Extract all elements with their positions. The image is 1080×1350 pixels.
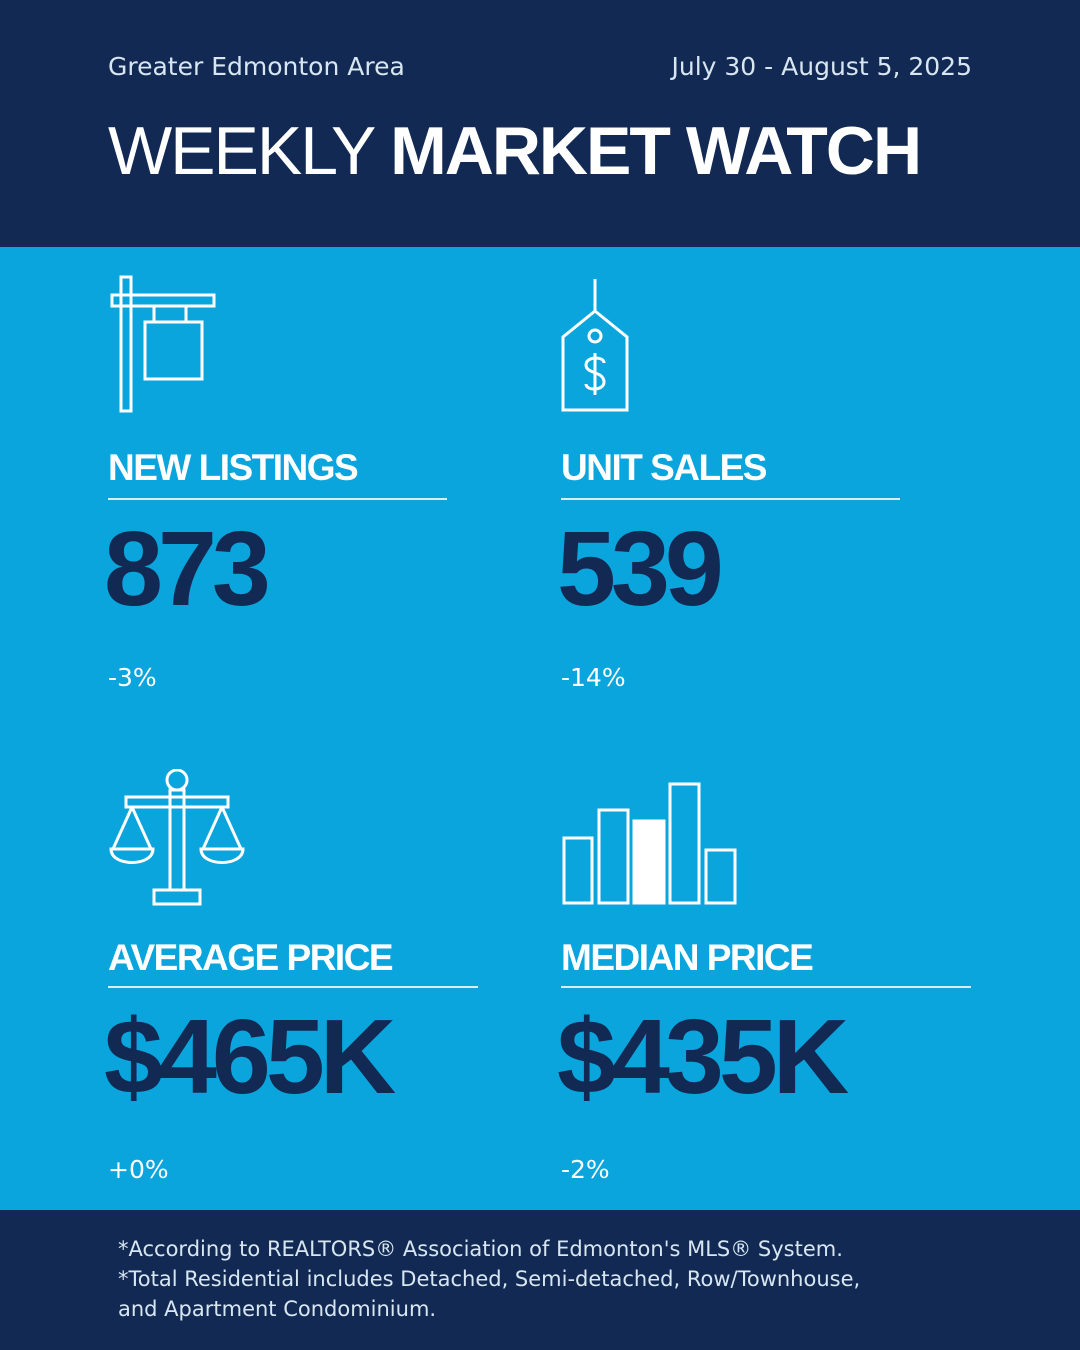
median-price-label: MEDIAN PRICE — [561, 937, 814, 978]
median-price-value: $435K — [557, 998, 849, 1116]
header-banner: Greater Edmonton Area July 30 - August 5… — [0, 0, 1080, 247]
for-sale-sign-icon — [110, 275, 216, 413]
stats-panel: NEW LISTINGS 873 -3% UNIT SALES 539 -14% — [0, 247, 1080, 1210]
scales-icon — [109, 769, 245, 906]
unit-sales-value: 539 — [557, 510, 724, 628]
footnote-source: *According to REALTORS® Association of E… — [118, 1237, 843, 1261]
average-price-change: +0% — [108, 1155, 169, 1184]
region-label: Greater Edmonton Area — [108, 52, 405, 81]
title-bold: MARKET WATCH — [390, 113, 922, 189]
page-title: WEEKLY MARKET WATCH — [108, 112, 922, 190]
footnote-definition: *Total Residential includes Detached, Se… — [118, 1267, 861, 1291]
divider — [108, 498, 447, 500]
average-price-label: AVERAGE PRICE — [108, 937, 394, 978]
new-listings-value: 873 — [104, 510, 271, 628]
unit-sales-label: UNIT SALES — [561, 447, 767, 488]
divider — [561, 986, 971, 988]
price-tag-icon — [561, 279, 629, 412]
median-price-change: -2% — [561, 1155, 610, 1184]
new-listings-change: -3% — [108, 663, 157, 692]
average-price-value: $465K — [104, 998, 396, 1116]
footnote-definition-cont: and Apartment Condominium. — [118, 1297, 437, 1321]
divider — [108, 986, 478, 988]
title-light: WEEKLY — [108, 113, 375, 189]
date-range: July 30 - August 5, 2025 — [671, 52, 973, 81]
unit-sales-change: -14% — [561, 663, 626, 692]
bar-chart-icon — [562, 782, 737, 905]
new-listings-label: NEW LISTINGS — [108, 447, 359, 488]
divider — [561, 498, 900, 500]
footer-notes: *According to REALTORS® Association of E… — [0, 1210, 1080, 1350]
